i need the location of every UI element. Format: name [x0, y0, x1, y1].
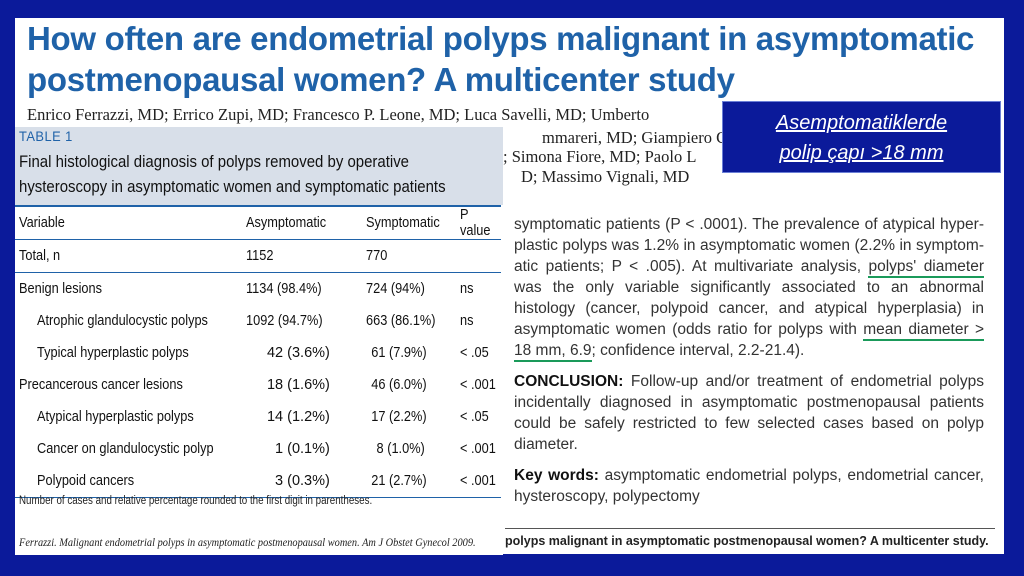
- table-row: Benign lesions 1134 (98.4%) 724 (94%) ns: [15, 273, 501, 306]
- table-row: Total, n 1152 770: [15, 239, 501, 273]
- cell-variable: Typical hyperplastic polyps: [37, 345, 189, 361]
- cell-symptomatic: 770: [365, 239, 461, 273]
- cell-symptomatic: 46 (6.0%): [371, 377, 427, 393]
- cell-p-value: ns: [460, 313, 474, 329]
- cell-asymptomatic: 42 (3.6%): [266, 345, 330, 361]
- cell-asymptomatic: 14 (1.2%): [266, 409, 330, 425]
- table-header: TABLE 1 Final histological diagnosis of …: [15, 127, 503, 205]
- abstract-results-part-c: ; confidence interval, 2.2-21.4).: [591, 342, 805, 359]
- cell-variable: Atrophic glandulocystic polyps: [37, 313, 208, 329]
- cell-p-value: < .001: [460, 441, 497, 457]
- highlight-callout: Asemptomatiklerde polip çapı >18 mm: [722, 101, 1001, 173]
- table-label: TABLE 1: [19, 128, 73, 144]
- abstract-footer: polyps malignant in asymptomatic postmen…: [505, 528, 995, 554]
- callout-line-1: Asemptomatiklerde: [775, 112, 948, 134]
- callout-line-2: polip çapı >18 mm: [779, 142, 944, 164]
- author-line-2: mmareri, MD; Giampiero Cap: [542, 128, 743, 147]
- underlined-polyp-diameter: polyps' diameter: [868, 258, 984, 278]
- abstract-keywords: Key words: asymptomatic endometrial poly…: [514, 465, 984, 507]
- histology-table: Variable Asymptomatic Symptomatic P valu…: [15, 205, 501, 498]
- table-caption-line-2: hysteroscopy in asymptomatic women and s…: [19, 177, 446, 196]
- cell-variable: Cancer on glandulocystic polyp: [37, 441, 214, 457]
- keywords-text: asymptomatic endometrial polyps, endomet…: [514, 467, 984, 505]
- cell-asymptomatic: 1134 (98.4%): [245, 281, 322, 297]
- abstract-results-part-a: symptomatic patients (P < .0001). The pr…: [514, 216, 984, 275]
- table-row: Cancer on glandulocystic polyp 1 (0.1%) …: [15, 433, 501, 465]
- table-panel: TABLE 1 Final histological diagnosis of …: [15, 127, 503, 555]
- table-row: Typical hyperplastic polyps 42 (3.6%) 61…: [15, 337, 501, 369]
- column-header-symptomatic: Symptomatic: [365, 205, 461, 240]
- abstract-results: symptomatic patients (P < .0001). The pr…: [514, 214, 984, 362]
- table-row: Precancerous cancer lesions 18 (1.6%) 46…: [15, 369, 501, 401]
- cell-asymptomatic: 3 (0.3%): [245, 465, 366, 498]
- cell-symptomatic: 724 (94%): [365, 281, 425, 297]
- cell-variable: Precancerous cancer lesions: [19, 377, 183, 393]
- table-row: Polypoid cancers 3 (0.3%) 21 (2.7%) < .0…: [15, 465, 501, 498]
- cell-p-value: < .001: [460, 465, 501, 498]
- cell-symptomatic: 61 (7.9%): [371, 345, 427, 361]
- cell-variable: Benign lesions: [19, 281, 103, 297]
- cell-p-value: < .05: [460, 345, 489, 361]
- cell-p-value: < .001: [460, 377, 497, 393]
- keywords-label: Key words:: [514, 467, 599, 484]
- underlined-mean-diameter: mean diameter > 18 mm, 6.9: [514, 321, 984, 362]
- cell-asymptomatic: 18 (1.6%): [266, 377, 330, 393]
- table-citation: Ferrazzi. Malignant endometrial polyps i…: [19, 537, 476, 549]
- cell-p-value: ns: [460, 281, 474, 297]
- table-footnote: Number of cases and relative percentage …: [19, 495, 373, 507]
- column-header-p-value: P value: [460, 205, 501, 240]
- table-caption: Final histological diagnosis of polyps r…: [19, 149, 446, 199]
- cell-symptomatic: 8 (1.0%): [376, 441, 425, 457]
- table-row: Atypical hyperplastic polyps 14 (1.2%) 1…: [15, 401, 501, 433]
- cell-asymptomatic: 1092 (94.7%): [245, 313, 323, 329]
- cell-p-value: < .05: [460, 409, 489, 425]
- conclusion-text: Follow-up and/or treatment of endometria…: [514, 373, 984, 453]
- cell-variable: Polypoid cancers: [15, 465, 246, 498]
- cell-asymptomatic: 1 (0.1%): [275, 441, 330, 457]
- column-header-asymptomatic: Asymptomatic: [245, 205, 366, 240]
- conclusion-label: CONCLUSION:: [514, 373, 624, 390]
- abstract-text: symptomatic patients (P < .0001). The pr…: [514, 214, 984, 507]
- cell-variable: Total, n: [15, 239, 246, 273]
- author-line-3: ; Simona Fiore, MD; Paolo L: [503, 147, 697, 166]
- table-row: Atrophic glandulocystic polyps 1092 (94.…: [15, 305, 501, 337]
- table-header-row: Variable Asymptomatic Symptomatic P valu…: [15, 205, 501, 240]
- author-line-4: D; Massimo Vignali, MD: [521, 167, 690, 186]
- cell-symptomatic: 663 (86.1%): [365, 313, 436, 329]
- cell-variable: Atypical hyperplastic polyps: [37, 409, 194, 425]
- cell-symptomatic: 21 (2.7%): [365, 465, 461, 498]
- cell-p-value: [460, 239, 501, 273]
- column-header-variable: Variable: [15, 205, 246, 240]
- cell-symptomatic: 17 (2.2%): [371, 409, 427, 425]
- abstract-conclusion: CONCLUSION: Follow-up and/or treatment o…: [514, 371, 984, 455]
- table-caption-line-1: Final histological diagnosis of polyps r…: [19, 152, 410, 171]
- abstract-results-part-b: was the only variable significantly asso…: [514, 279, 984, 338]
- paper-title: How often are endometrial polyps maligna…: [27, 20, 975, 98]
- author-line-1: Enrico Ferrazzi, MD; Errico Zupi, MD; Fr…: [27, 105, 650, 124]
- cell-asymptomatic: 1152: [245, 239, 366, 273]
